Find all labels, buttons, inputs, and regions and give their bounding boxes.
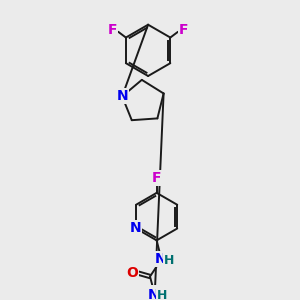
Text: N: N [154, 252, 166, 266]
Text: H: H [164, 254, 174, 267]
Text: H: H [157, 289, 167, 300]
Text: N: N [148, 287, 160, 300]
Text: F: F [179, 23, 188, 37]
Text: O: O [126, 266, 138, 280]
Text: N: N [129, 221, 141, 236]
Text: F: F [108, 23, 117, 37]
Text: N: N [116, 89, 128, 103]
Text: F: F [152, 171, 161, 185]
